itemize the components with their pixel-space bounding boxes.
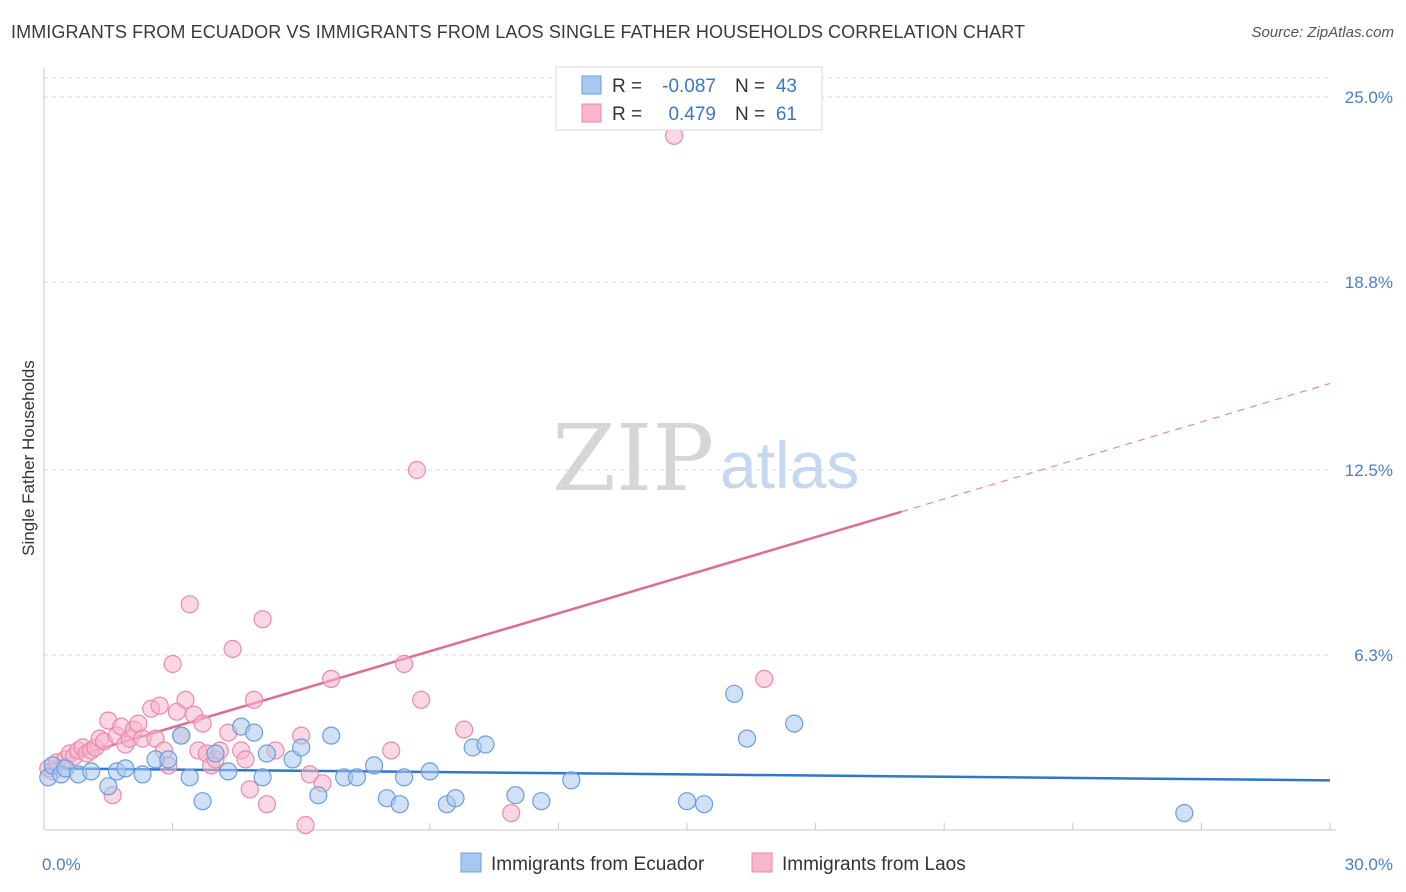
point-ecuador-22: [292, 738, 311, 757]
series-legend-swatch-ecuador: [460, 852, 482, 873]
series-legend: Immigrants from Ecuador Immigrants from …: [460, 852, 966, 875]
trend-line-laos-extension: [901, 382, 1331, 513]
y-tick-label-2: 18.8%: [1345, 273, 1393, 292]
point-ecuador-36: [506, 786, 525, 805]
point-laos-27: [163, 654, 182, 674]
point-ecuador-20: [257, 744, 276, 763]
series-legend-swatch-laos: [751, 852, 773, 873]
point-laos-31: [180, 595, 199, 614]
legend-n-label-ecuador: N =: [735, 76, 765, 97]
point-ecuador-24: [322, 726, 341, 745]
point-laos-20: [129, 714, 148, 733]
point-ecuador-14: [193, 792, 212, 811]
series-legend-label-ecuador: Immigrants from Ecuador: [491, 854, 705, 875]
legend-r-label-ecuador: R =: [612, 76, 642, 97]
point-ecuador-27: [365, 756, 384, 775]
legend-swatch-ecuador: [581, 75, 602, 95]
point-laos-55: [407, 460, 426, 480]
point-laos-45: [253, 610, 272, 629]
point-ecuador-29: [390, 795, 409, 814]
point-laos-50: [300, 765, 319, 784]
legend-r-value-ecuador: -0.087: [662, 76, 716, 97]
point-ecuador-35: [476, 735, 495, 754]
point-ecuador-43: [785, 714, 804, 733]
legend-r-label-laos: R =: [612, 104, 642, 125]
x-tick-marks: [43, 823, 1331, 830]
point-ecuador-6: [99, 777, 118, 796]
y-tick-label-1: 12.5%: [1345, 461, 1393, 480]
point-ecuador-42: [737, 729, 757, 748]
point-laos-56: [412, 690, 431, 709]
series-legend-label-laos: Immigrants from Laos: [782, 854, 966, 875]
y-axis-label: Single Father Households: [19, 360, 38, 556]
legend-n-label-laos: N =: [735, 104, 765, 125]
point-ecuador-19: [253, 768, 272, 787]
point-ecuador-16: [219, 762, 238, 781]
point-ecuador-33: [446, 789, 465, 808]
point-laos-54: [395, 654, 414, 674]
y-tick-label-0: 6.3%: [1354, 646, 1393, 665]
point-laos-34: [193, 714, 212, 733]
point-ecuador-30: [395, 768, 414, 787]
point-laos-24: [150, 696, 169, 715]
point-ecuador-12: [172, 726, 191, 745]
point-ecuador-44: [1175, 803, 1194, 823]
x-tick-label-0: 0.0%: [42, 855, 81, 874]
point-laos-52: [322, 669, 341, 689]
point-laos-30: [176, 690, 195, 709]
point-laos-53: [382, 741, 401, 760]
trend-line-laos: [43, 510, 902, 767]
watermark-atlas: atlas: [720, 428, 859, 502]
point-ecuador-23: [309, 786, 328, 805]
point-ecuador-11: [159, 750, 178, 769]
legend-n-value-laos: 61: [776, 104, 797, 125]
axes: [43, 68, 1336, 831]
data-points: [39, 126, 1194, 835]
point-laos-42: [236, 750, 255, 769]
point-laos-40: [223, 639, 242, 659]
correlation-legend: R = -0.087 N = 43 R = 0.479 N = 61: [555, 66, 823, 131]
point-ecuador-13: [180, 768, 199, 787]
point-laos-43: [240, 780, 259, 799]
tick-labels: 6.3% 12.5% 18.8% 25.0% 0.0% 30.0%: [42, 88, 1393, 874]
point-ecuador-39: [677, 792, 697, 811]
point-laos-46: [257, 795, 276, 814]
grid-lines: [44, 77, 1330, 656]
chart-source: Source: ZipAtlas.com: [1251, 24, 1394, 41]
point-ecuador-31: [420, 762, 439, 781]
point-laos-49: [296, 815, 315, 835]
point-laos-44: [244, 690, 264, 709]
watermark-zip: ZIP: [552, 405, 714, 512]
x-tick-label-1: 30.0%: [1345, 855, 1393, 874]
point-laos-58: [502, 803, 521, 823]
legend-swatch-laos: [581, 103, 602, 123]
point-ecuador-37: [532, 792, 551, 811]
point-ecuador-18: [244, 723, 264, 742]
point-ecuador-8: [116, 759, 135, 778]
point-ecuador-41: [725, 684, 744, 703]
chart-title: IMMIGRANTS FROM ECUADOR VS IMMIGRANTS FR…: [11, 22, 1026, 42]
point-ecuador-40: [694, 795, 714, 814]
point-laos-60: [755, 669, 774, 689]
point-ecuador-9: [133, 765, 152, 784]
point-laos-57: [455, 720, 474, 739]
point-ecuador-15: [206, 744, 225, 763]
legend-r-value-laos: 0.479: [668, 104, 716, 125]
watermark: ZIP atlas: [552, 405, 859, 512]
y-tick-label-3: 25.0%: [1345, 88, 1393, 107]
point-ecuador-38: [562, 771, 581, 790]
point-ecuador-26: [347, 768, 366, 787]
point-ecuador-5: [82, 762, 101, 781]
legend-n-value-ecuador: 43: [776, 76, 797, 97]
